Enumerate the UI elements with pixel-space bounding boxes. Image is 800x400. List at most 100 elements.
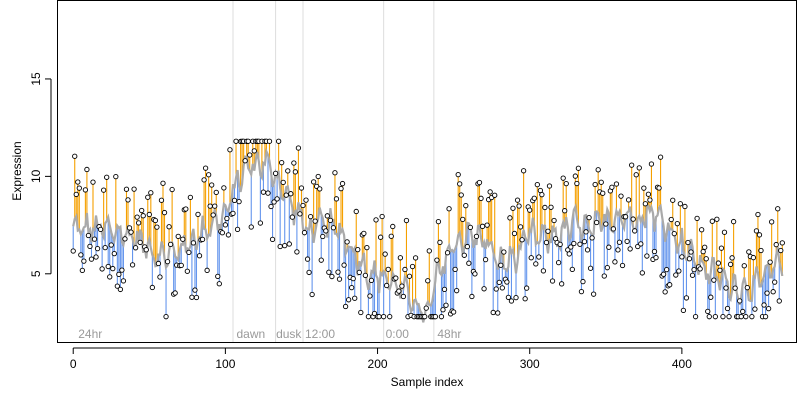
point-30 [116, 271, 122, 278]
point-438 [737, 298, 743, 304]
point-86 [201, 177, 207, 183]
point-67 [172, 290, 178, 296]
point-139 [282, 242, 288, 249]
point-6 [79, 267, 85, 273]
point-410 [694, 215, 700, 222]
point-3 [75, 179, 81, 185]
point-64 [167, 241, 174, 247]
smoothed-curve [72, 147, 784, 323]
point-55 [154, 224, 160, 230]
point-123 [257, 220, 264, 226]
point-252 [454, 288, 460, 294]
point-297 [522, 296, 528, 302]
point-188 [356, 269, 362, 276]
point-409 [692, 314, 699, 320]
point-338 [584, 247, 591, 253]
point-145 [291, 160, 297, 166]
point-27 [111, 250, 117, 257]
point-169 [327, 217, 334, 224]
point-403 [683, 295, 690, 301]
point-290 [511, 230, 518, 237]
point-378 [645, 191, 652, 197]
point-261 [467, 224, 474, 231]
point-364 [624, 238, 630, 245]
point-45 [139, 207, 145, 214]
point-162 [317, 186, 323, 192]
point-177 [339, 180, 346, 187]
point-153 [303, 197, 309, 203]
point-466 [779, 240, 785, 246]
point-42 [134, 214, 140, 220]
point-327 [568, 244, 574, 250]
point-463 [775, 206, 781, 212]
point-12 [88, 256, 95, 262]
point-430 [724, 305, 731, 312]
point-217 [400, 293, 407, 300]
point-241 [437, 239, 443, 245]
point-238 [432, 314, 439, 320]
point-57 [157, 274, 163, 280]
point-464 [776, 298, 782, 304]
point-326 [566, 251, 572, 257]
point-254 [457, 181, 463, 187]
point-56 [155, 260, 162, 267]
point-95 [215, 273, 221, 280]
point-148 [295, 145, 302, 151]
y-tick-label-1: 10 [29, 169, 43, 183]
point-183 [349, 285, 355, 291]
point-50 [146, 211, 152, 218]
point-166 [323, 228, 329, 234]
point-308 [539, 192, 545, 198]
point-337 [583, 229, 589, 235]
point-175 [336, 276, 343, 282]
point-5 [78, 252, 84, 258]
point-298 [524, 285, 530, 291]
point-154 [304, 256, 311, 262]
point-125 [260, 189, 267, 195]
point-435 [732, 285, 738, 291]
point-444 [746, 249, 752, 255]
point-456 [764, 290, 770, 296]
point-77 [187, 194, 194, 201]
point-288 [508, 298, 515, 304]
point-304 [533, 261, 539, 267]
point-375 [641, 185, 647, 191]
point-233 [425, 278, 431, 284]
point-247 [446, 206, 452, 212]
point-79 [190, 240, 197, 246]
point-462 [773, 241, 779, 248]
point-232 [423, 305, 429, 311]
plot-frame [57, 0, 797, 343]
point-432 [727, 261, 734, 267]
point-178 [341, 262, 347, 268]
point-258 [463, 203, 469, 209]
point-286 [505, 294, 512, 301]
point-393 [668, 216, 674, 223]
y-tick-label-0: 5 [29, 270, 43, 277]
point-269 [479, 223, 486, 229]
point-81 [193, 294, 200, 301]
point-344 [594, 219, 600, 226]
point-245 [443, 302, 449, 308]
point-240 [435, 218, 442, 225]
point-9 [84, 166, 90, 173]
point-285 [504, 279, 510, 285]
point-158 [310, 179, 317, 185]
smooth-line [72, 147, 784, 323]
point-102 [225, 232, 232, 238]
point-225 [412, 255, 419, 261]
point-399 [677, 201, 684, 207]
point-8 [82, 187, 89, 193]
point-314 [548, 204, 554, 210]
point-454 [761, 302, 767, 308]
point-377 [644, 253, 650, 259]
point-170 [329, 273, 335, 280]
point-119 [251, 148, 257, 154]
point-89 [205, 172, 212, 178]
point-210 [390, 223, 396, 230]
point-72 [180, 236, 186, 242]
point-283 [501, 249, 507, 255]
point-147 [294, 249, 300, 255]
point-434 [730, 218, 737, 225]
point-404 [685, 239, 691, 246]
